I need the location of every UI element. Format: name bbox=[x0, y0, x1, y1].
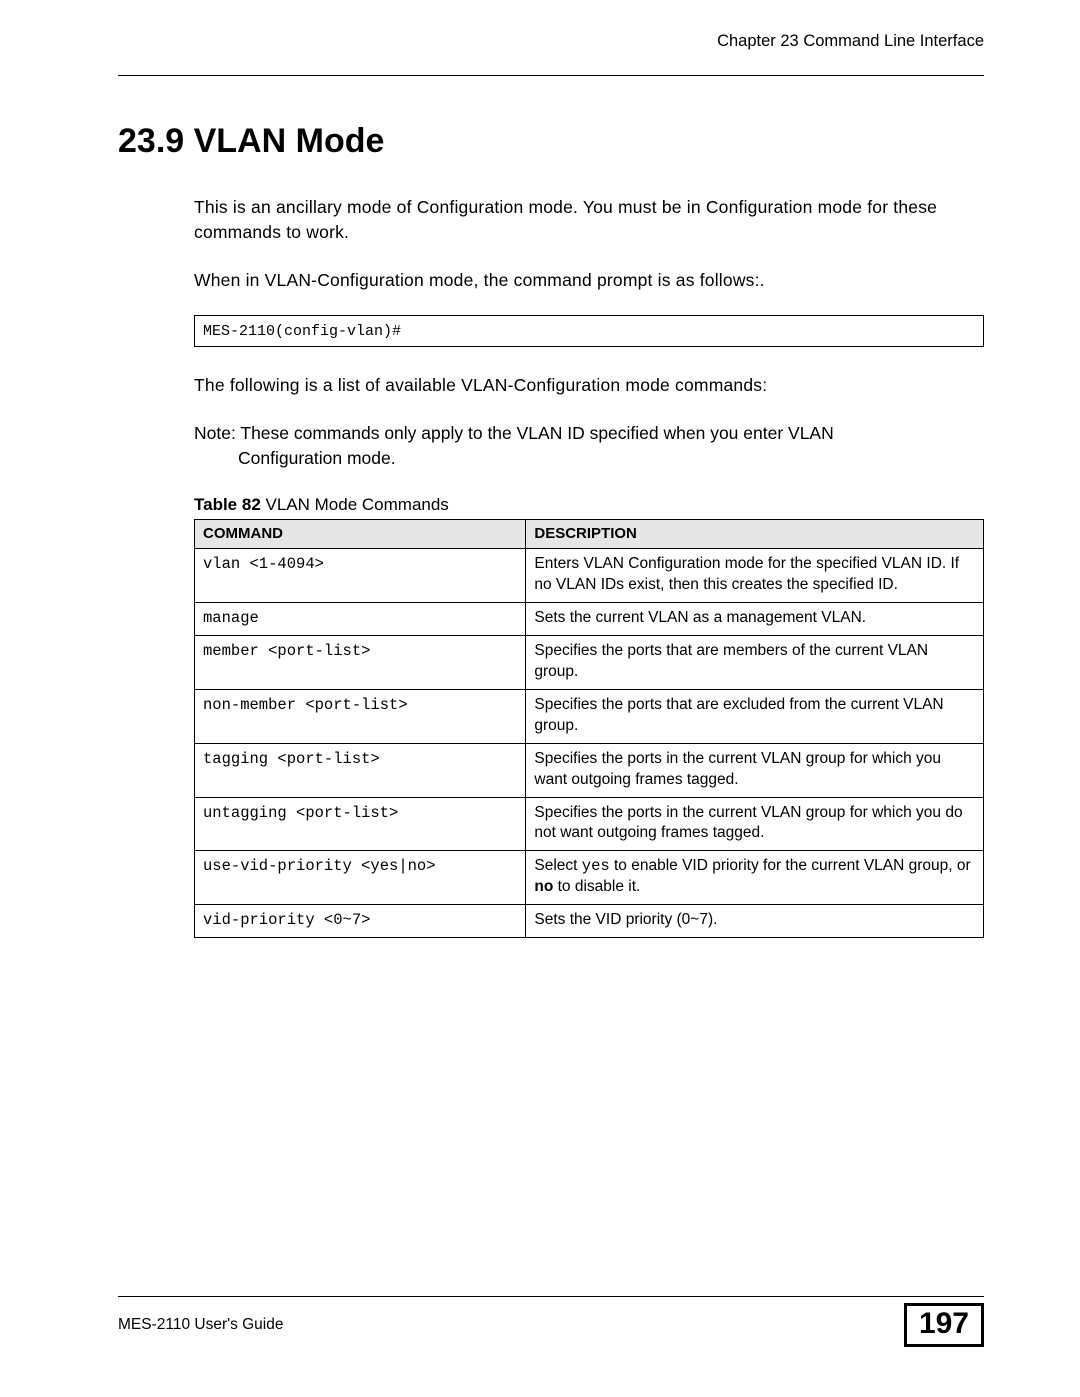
table-row: tagging <port-list> Specifies the ports … bbox=[195, 743, 984, 797]
cmd-cell: vid-priority <0~7> bbox=[195, 905, 526, 938]
command-prompt-box: MES-2110(config-vlan)# bbox=[194, 315, 984, 347]
table-caption-label: Table 82 bbox=[194, 495, 261, 514]
note-paragraph: Note: These commands only apply to the V… bbox=[194, 421, 984, 472]
table-row: member <port-list> Specifies the ports t… bbox=[195, 636, 984, 690]
cmd-cell: use-vid-priority <yes|no> bbox=[195, 851, 526, 905]
desc-cell: Select yes to enable VID priority for th… bbox=[526, 851, 984, 905]
note-line2: Configuration mode. bbox=[194, 446, 984, 471]
table-caption-text: VLAN Mode Commands bbox=[261, 495, 449, 514]
body-content: This is an ancillary mode of Configurati… bbox=[118, 195, 984, 938]
table-row: untagging <port-list> Specifies the port… bbox=[195, 797, 984, 851]
chapter-header: Chapter 23 Command Line Interface bbox=[118, 32, 984, 51]
desc-cell: Enters VLAN Configuration mode for the s… bbox=[526, 549, 984, 603]
vlan-commands-table: COMMAND DESCRIPTION vlan <1-4094> Enters… bbox=[194, 519, 984, 938]
footer-rule bbox=[118, 1296, 984, 1297]
document-page: Chapter 23 Command Line Interface 23.9 V… bbox=[0, 0, 1080, 1397]
note-line1: Note: These commands only apply to the V… bbox=[194, 423, 834, 443]
cmd-cell: member <port-list> bbox=[195, 636, 526, 690]
command-prompt-text: MES-2110(config-vlan)# bbox=[203, 323, 401, 340]
header-rule bbox=[118, 75, 984, 76]
page-footer: MES-2110 User's Guide 197 bbox=[118, 1296, 984, 1347]
page-number: 197 bbox=[904, 1303, 984, 1347]
desc-cell: Sets the current VLAN as a management VL… bbox=[526, 603, 984, 636]
table-row: manage Sets the current VLAN as a manage… bbox=[195, 603, 984, 636]
cmd-cell: tagging <port-list> bbox=[195, 743, 526, 797]
desc-cell: Specifies the ports in the current VLAN … bbox=[526, 743, 984, 797]
paragraph-list-intro: The following is a list of available VLA… bbox=[194, 373, 984, 398]
footer-row: MES-2110 User's Guide 197 bbox=[118, 1303, 984, 1347]
desc-cell: Sets the VID priority (0~7). bbox=[526, 905, 984, 938]
table-row: non-member <port-list> Specifies the por… bbox=[195, 689, 984, 743]
cmd-cell: manage bbox=[195, 603, 526, 636]
table-row: vid-priority <0~7> Sets the VID priority… bbox=[195, 905, 984, 938]
cmd-cell: untagging <port-list> bbox=[195, 797, 526, 851]
footer-guide-name: MES-2110 User's Guide bbox=[118, 1316, 284, 1334]
table-caption: Table 82 VLAN Mode Commands bbox=[194, 495, 984, 515]
table-row: vlan <1-4094> Enters VLAN Configuration … bbox=[195, 549, 984, 603]
desc-cell: Specifies the ports that are excluded fr… bbox=[526, 689, 984, 743]
table-row: use-vid-priority <yes|no> Select yes to … bbox=[195, 851, 984, 905]
desc-cell: Specifies the ports that are members of … bbox=[526, 636, 984, 690]
section-heading: 23.9 VLAN Mode bbox=[118, 122, 984, 161]
col-header-command: COMMAND bbox=[195, 520, 526, 549]
cmd-cell: non-member <port-list> bbox=[195, 689, 526, 743]
table-header-row: COMMAND DESCRIPTION bbox=[195, 520, 984, 549]
cmd-cell: vlan <1-4094> bbox=[195, 549, 526, 603]
paragraph-prompt-intro: When in VLAN-Configuration mode, the com… bbox=[194, 268, 984, 293]
desc-cell: Specifies the ports in the current VLAN … bbox=[526, 797, 984, 851]
paragraph-intro: This is an ancillary mode of Configurati… bbox=[194, 195, 984, 246]
col-header-description: DESCRIPTION bbox=[526, 520, 984, 549]
